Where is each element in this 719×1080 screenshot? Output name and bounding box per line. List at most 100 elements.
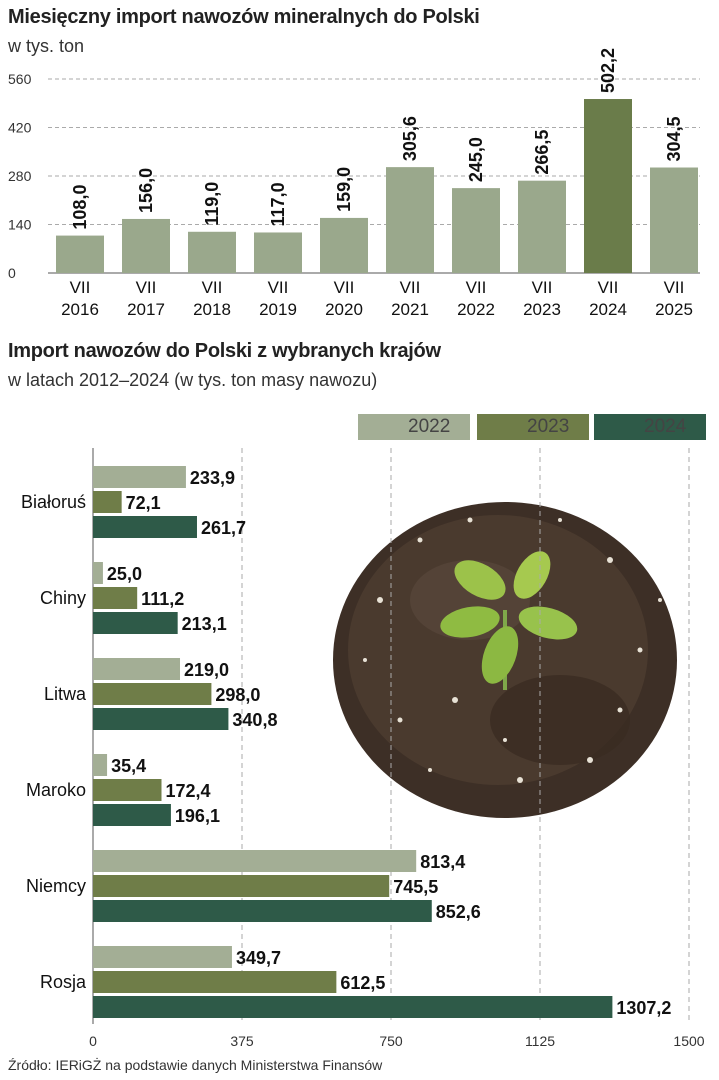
chart1-value-label: 119,0 [202, 182, 222, 226]
chart1-bar [254, 232, 302, 273]
chart2-bar-2023 [93, 683, 212, 705]
legend-swatch-2022 [358, 414, 470, 440]
chart1-bar [386, 167, 434, 273]
chart1-year-label: 2019 [259, 300, 297, 319]
chart1-month-label: VII [268, 278, 289, 297]
chart2-value-label: 172,4 [166, 781, 211, 801]
chart2-value-label: 111,2 [141, 589, 184, 609]
chart1-bar [452, 188, 500, 273]
chart1-year-label: 2017 [127, 300, 165, 319]
legend-label-2022: 2022 [408, 416, 451, 437]
chart1-title: Miesięczny import nawozów mineralnych do… [8, 6, 480, 28]
chart1-month-label: VII [598, 278, 619, 297]
chart1-year-label: 2022 [457, 300, 495, 319]
legend-swatch-2023 [477, 414, 589, 440]
chart1-year-label: 2023 [523, 300, 561, 319]
chart2-bar-2022 [93, 466, 186, 488]
chart1-value-label: 117,0 [268, 182, 288, 226]
chart2-value-label: 25,0 [107, 564, 142, 584]
chart1-bar [320, 217, 368, 273]
chart2-xtick-label: 1125 [525, 1033, 555, 1049]
chart2-country-label: Rosja [40, 972, 87, 992]
chart2-title: Import nawozów do Polski z wybranych kra… [8, 340, 441, 362]
chart2-bar-2022 [93, 850, 417, 872]
chart1-value-label: 266,5 [532, 130, 552, 175]
chart1-ytick-label: 0 [8, 265, 16, 281]
legend-label-2023: 2023 [527, 416, 570, 437]
chart2-bar-2024 [93, 708, 229, 730]
chart2-bar-2022 [93, 562, 103, 584]
soil-sprout-illustration [333, 502, 677, 818]
chart1-value-label: 502,2 [598, 48, 618, 93]
chart2-xtick-label: 750 [379, 1033, 403, 1049]
chart2-bar-2024 [93, 804, 171, 826]
chart2-value-label: 1307,2 [616, 998, 671, 1018]
chart1-month-label: VII [136, 278, 157, 297]
chart1-value-label: 108,0 [70, 185, 90, 230]
chart2-value-label: 349,7 [236, 948, 281, 968]
chart1-ytick-label: 140 [8, 217, 32, 233]
chart2-bar-2022 [93, 658, 181, 680]
chart2-value-label: 213,1 [182, 614, 227, 634]
chart2-xtick-label: 0 [89, 1033, 97, 1049]
chart2-xtick-label: 375 [230, 1033, 254, 1049]
legend-label-2024: 2024 [644, 416, 687, 437]
chart2-value-label: 72,1 [126, 493, 161, 513]
chart1-bar [518, 180, 566, 273]
chart2-subtitle: w latach 2012–2024 (w tys. ton masy nawo… [8, 370, 378, 390]
chart2-value-label: 35,4 [111, 756, 146, 776]
chart2-bar-2022 [93, 946, 232, 968]
chart2-value-label: 612,5 [340, 973, 385, 993]
chart1-value-label: 305,6 [400, 116, 420, 161]
chart1-bar [584, 99, 632, 273]
chart1-month-label: VII [400, 278, 421, 297]
chart1-ytick-label: 280 [8, 168, 32, 184]
chart2-country-label: Litwa [44, 684, 87, 704]
chart2-bar-2023 [93, 779, 162, 801]
chart1-year-label: 2021 [391, 300, 429, 319]
chart1-year-label: 2024 [589, 300, 627, 319]
chart1-month-label: VII [532, 278, 553, 297]
chart1-value-label: 156,0 [136, 168, 156, 213]
chart1-bar [122, 218, 170, 273]
chart2-value-label: 340,8 [232, 710, 277, 730]
chart1-year-label: 2018 [193, 300, 231, 319]
chart2-xtick-label: 1500 [673, 1033, 704, 1049]
chart2-value-label: 196,1 [175, 806, 220, 826]
chart1-value-label: 245,0 [466, 137, 486, 182]
chart2-value-label: 219,0 [184, 660, 229, 680]
chart2-bar-2022 [93, 754, 108, 776]
chart2-bar-2024 [93, 612, 178, 634]
chart2-bar-2023 [93, 971, 337, 993]
chart1-year-label: 2016 [61, 300, 99, 319]
chart1-month-label: VII [70, 278, 91, 297]
chart2-value-label: 261,7 [201, 518, 246, 538]
chart1-month-label: VII [466, 278, 487, 297]
chart1-month-label: VII [202, 278, 223, 297]
chart1-month-label: VII [664, 278, 685, 297]
chart2-bar-2023 [93, 875, 390, 897]
chart2-value-label: 852,6 [436, 902, 481, 922]
chart2-bar-2024 [93, 516, 197, 538]
chart2-country-label: Maroko [26, 780, 86, 800]
chart2-country-label: Chiny [40, 588, 86, 608]
chart1-bar [650, 167, 698, 273]
chart1-ytick-label: 560 [8, 71, 32, 87]
chart2-country-label: Białoruś [21, 492, 86, 512]
chart2-bar-2023 [93, 587, 138, 609]
chart2-value-label: 233,9 [190, 468, 235, 488]
chart1-value-label: 304,5 [664, 116, 684, 161]
chart1-bar [188, 231, 236, 273]
chart1-value-label: 159,0 [334, 167, 354, 212]
chart2-bar-2024 [93, 900, 432, 922]
chart1-year-label: 2020 [325, 300, 363, 319]
chart2-bar-2024 [93, 996, 613, 1018]
chart1-subtitle: w tys. ton [8, 36, 85, 56]
chart2-country-label: Niemcy [26, 876, 86, 896]
chart1-month-label: VII [334, 278, 355, 297]
chart1-year-label: 2025 [655, 300, 693, 319]
chart2-value-label: 298,0 [215, 685, 260, 705]
legend-swatch-2024 [594, 414, 706, 440]
chart2-bar-2023 [93, 491, 122, 513]
